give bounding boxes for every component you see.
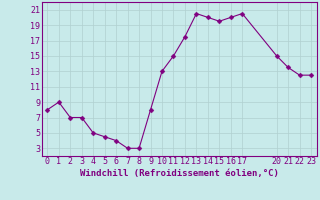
- X-axis label: Windchill (Refroidissement éolien,°C): Windchill (Refroidissement éolien,°C): [80, 169, 279, 178]
